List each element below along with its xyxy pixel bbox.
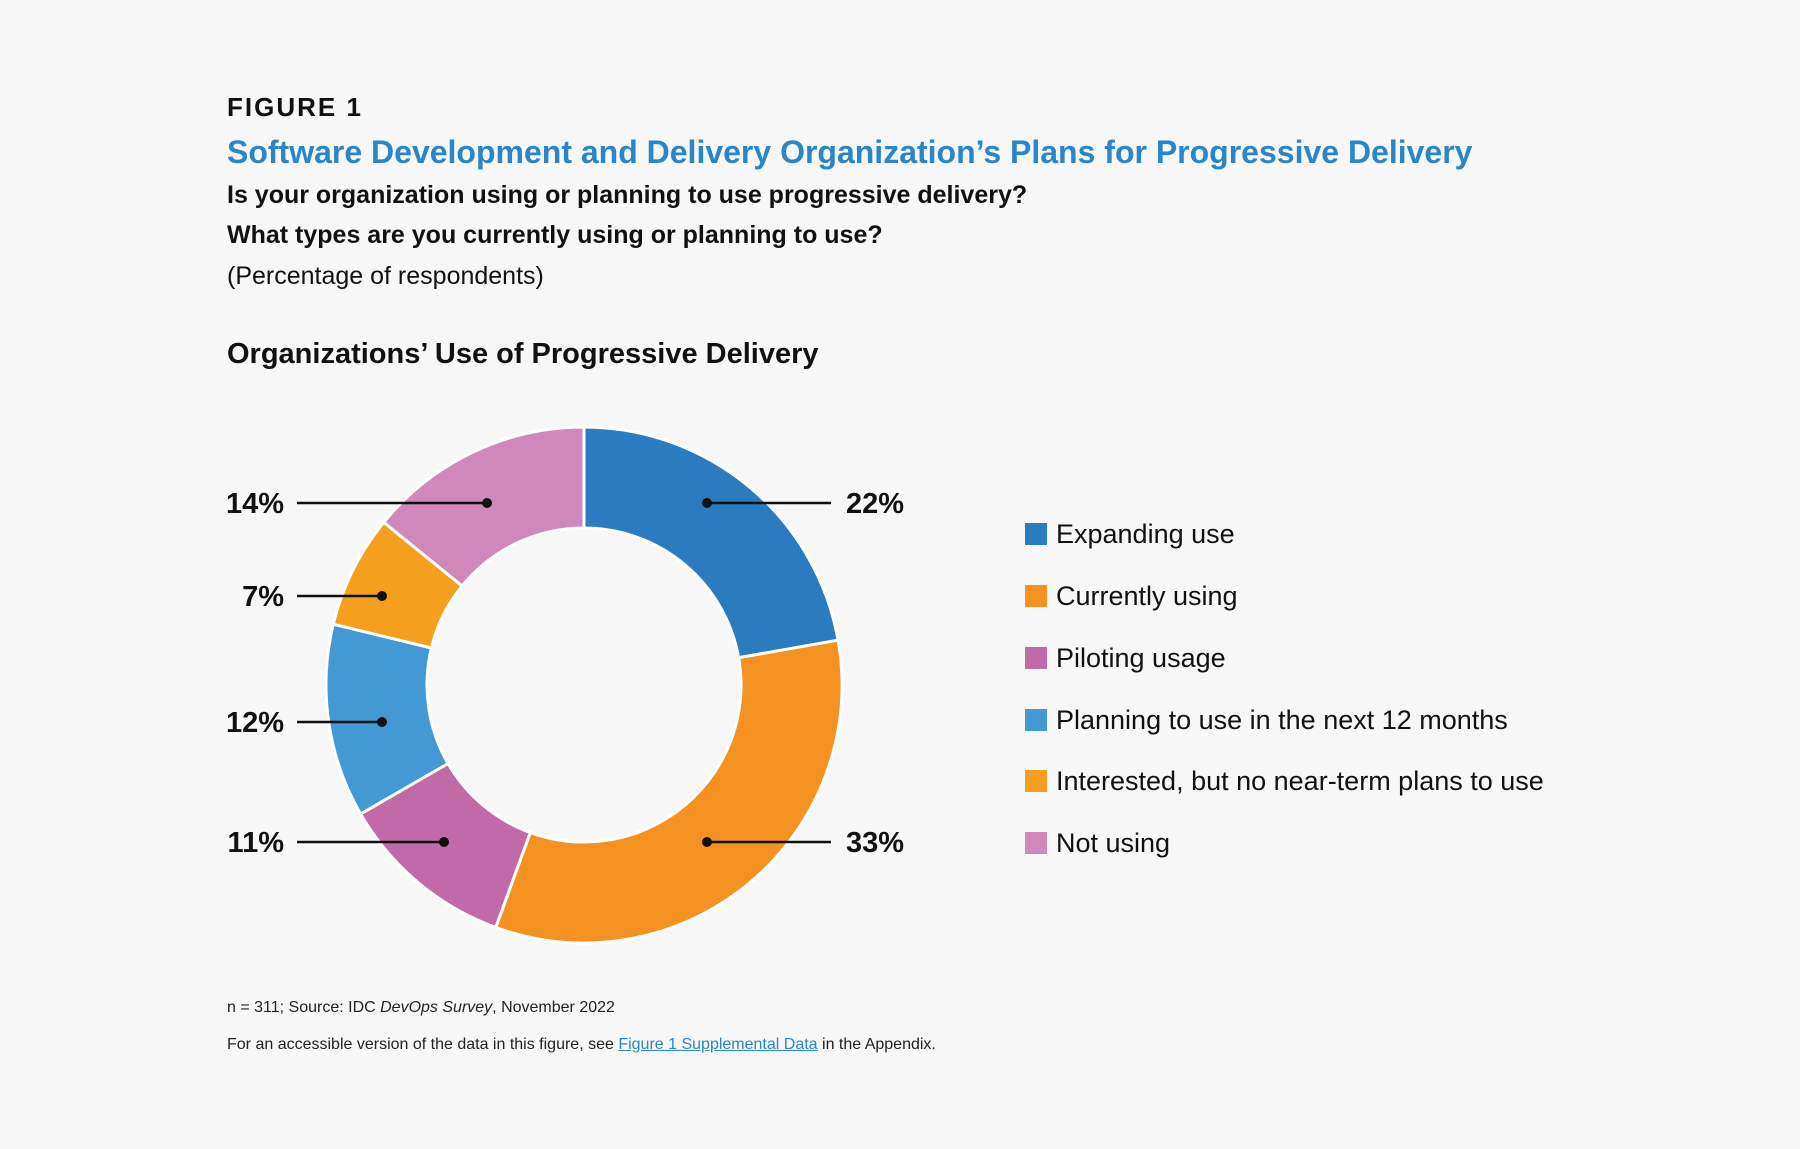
leader-dot (702, 498, 712, 508)
legend-item: Piloting usage (1025, 643, 1226, 673)
legend-item: Currently using (1025, 581, 1238, 611)
legend-label: Not using (1056, 827, 1171, 858)
legend-label: Piloting usage (1056, 642, 1226, 673)
source-suffix: , November 2022 (492, 999, 615, 1016)
legend-label: Expanding use (1056, 518, 1235, 549)
figure-label: FIGURE 1 (227, 92, 363, 122)
donut-slice (493, 638, 844, 945)
donut-slice (582, 425, 840, 660)
data-label: 33% (846, 827, 904, 859)
legend-item: Planning to use in the next 12 months (1025, 705, 1508, 735)
leader-dot (439, 837, 449, 847)
question-1: Is your organization using or planning t… (227, 181, 1028, 209)
legend-swatch (1025, 709, 1047, 731)
data-label: 22% (846, 488, 904, 520)
data-label: 14% (226, 488, 284, 520)
legend-swatch (1025, 770, 1047, 792)
leader-dot (702, 837, 712, 847)
source-note: n = 311; Source: IDC DevOps Survey, Nove… (227, 999, 615, 1017)
legend-swatch (1025, 832, 1047, 854)
access-suffix: in the Appendix. (817, 1036, 936, 1053)
data-label: 11% (228, 827, 285, 859)
legend-label: Planning to use in the next 12 months (1056, 704, 1508, 735)
figure-title: Software Development and Delivery Organi… (227, 134, 1473, 170)
leader-dot (377, 591, 387, 601)
chart-title: Organizations’ Use of Progressive Delive… (227, 338, 819, 370)
legend-item: Interested, but no near-term plans to us… (1025, 766, 1544, 796)
supplemental-data-link[interactable]: Figure 1 Supplemental Data (618, 1036, 818, 1053)
data-label: 7% (242, 581, 284, 613)
leader-dot (482, 498, 492, 508)
legend-label: Currently using (1056, 580, 1238, 611)
legend-swatch (1025, 647, 1047, 669)
legend-item: Expanding use (1025, 519, 1235, 549)
data-label: 12% (226, 707, 284, 739)
legend-item: Not using (1025, 828, 1170, 858)
legend-swatch (1025, 523, 1047, 545)
source-prefix: n = 311; Source: IDC (227, 999, 381, 1016)
legend-label: Interested, but no near-term plans to us… (1056, 765, 1544, 796)
accessibility-note: For an accessible version of the data in… (227, 1036, 936, 1054)
legend-swatch (1025, 585, 1047, 607)
access-prefix: For an accessible version of the data in… (227, 1036, 619, 1053)
unit-note: (Percentage of respondents) (227, 262, 544, 290)
leader-dot (377, 717, 387, 727)
question-2: What types are you currently using or pl… (227, 221, 883, 249)
source-survey: DevOps Survey (380, 999, 493, 1016)
